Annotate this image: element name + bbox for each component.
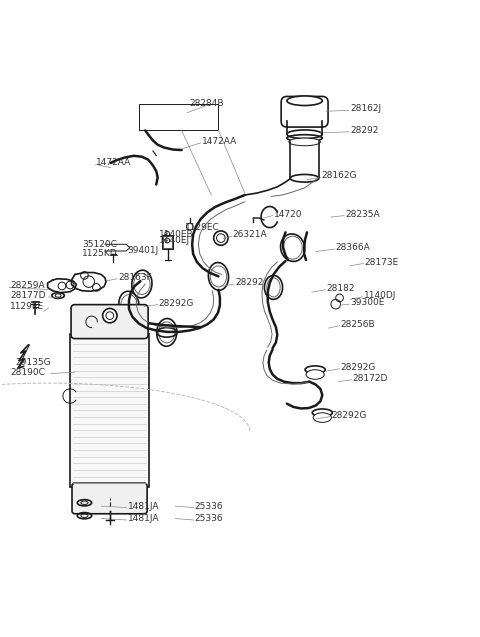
Ellipse shape [287, 130, 323, 138]
Text: 28292G: 28292G [340, 363, 376, 372]
Text: 28259A: 28259A [10, 282, 45, 290]
Text: 28177D: 28177D [10, 291, 46, 300]
Text: 1140DJ: 1140DJ [363, 291, 396, 300]
Text: 28292: 28292 [235, 278, 264, 287]
Text: 39401J: 39401J [128, 246, 159, 255]
Text: 14720: 14720 [274, 210, 302, 218]
Bar [140, 104, 218, 131]
Bar [163, 236, 172, 248]
Ellipse shape [283, 236, 302, 259]
Text: 28292G: 28292G [158, 299, 194, 308]
Ellipse shape [134, 273, 150, 294]
Text: 1472AA: 1472AA [202, 137, 237, 146]
Ellipse shape [132, 270, 152, 298]
Text: 1125KD: 1125KD [82, 250, 118, 259]
Text: 1140EB: 1140EB [158, 230, 193, 239]
Ellipse shape [290, 175, 319, 182]
Text: 1481JA: 1481JA [128, 514, 159, 523]
FancyBboxPatch shape [71, 304, 148, 339]
Text: 28292: 28292 [350, 126, 378, 135]
Text: 39300E: 39300E [350, 298, 384, 307]
Ellipse shape [158, 322, 175, 343]
Text: 1481JA: 1481JA [128, 501, 159, 511]
Ellipse shape [210, 266, 227, 287]
Text: 1472AA: 1472AA [96, 159, 132, 168]
Text: 25336: 25336 [194, 501, 223, 511]
FancyBboxPatch shape [281, 96, 328, 127]
Text: 1140EJ: 1140EJ [158, 236, 190, 245]
Text: 28292G: 28292G [331, 411, 366, 420]
Ellipse shape [121, 294, 137, 315]
Text: 28284B: 28284B [189, 99, 224, 108]
Ellipse shape [208, 262, 228, 290]
Text: 35120C: 35120C [82, 240, 117, 249]
Text: 28182: 28182 [326, 284, 355, 293]
Ellipse shape [264, 275, 283, 299]
Ellipse shape [119, 291, 139, 319]
Ellipse shape [280, 234, 305, 261]
Text: 28235A: 28235A [345, 210, 380, 218]
Ellipse shape [306, 369, 324, 379]
Text: 1129EC: 1129EC [185, 223, 220, 232]
Ellipse shape [267, 278, 280, 297]
Bar [70, 334, 149, 487]
Ellipse shape [289, 138, 321, 146]
Bar [162, 235, 173, 249]
Text: 26321A: 26321A [233, 230, 267, 240]
Text: 28190C: 28190C [10, 368, 45, 376]
Text: 28256B: 28256B [340, 320, 375, 329]
Ellipse shape [287, 96, 323, 106]
Ellipse shape [313, 413, 331, 422]
Text: 28162G: 28162G [322, 171, 357, 180]
FancyBboxPatch shape [72, 483, 147, 514]
Text: 28366A: 28366A [336, 243, 371, 252]
Text: 1129EE: 1129EE [10, 302, 44, 311]
Text: 28172D: 28172D [352, 374, 388, 383]
Circle shape [103, 308, 117, 323]
Text: 25336: 25336 [194, 514, 223, 523]
Text: 28162J: 28162J [350, 104, 381, 113]
Text: 29135G: 29135G [15, 358, 51, 367]
Text: 28173E: 28173E [364, 257, 399, 266]
Text: 28163F: 28163F [118, 273, 152, 282]
Ellipse shape [156, 318, 177, 347]
